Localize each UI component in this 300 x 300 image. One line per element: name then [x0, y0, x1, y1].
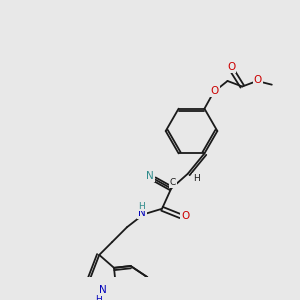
Text: H: H [95, 295, 102, 300]
Text: N: N [99, 285, 107, 295]
Text: O: O [254, 75, 262, 85]
Text: N: N [146, 171, 154, 181]
Text: N: N [138, 208, 146, 218]
Text: H: H [193, 174, 200, 183]
Text: C: C [170, 178, 176, 188]
Text: H: H [138, 202, 145, 211]
Text: O: O [211, 86, 219, 96]
Text: O: O [227, 62, 235, 72]
Text: O: O [181, 211, 189, 221]
